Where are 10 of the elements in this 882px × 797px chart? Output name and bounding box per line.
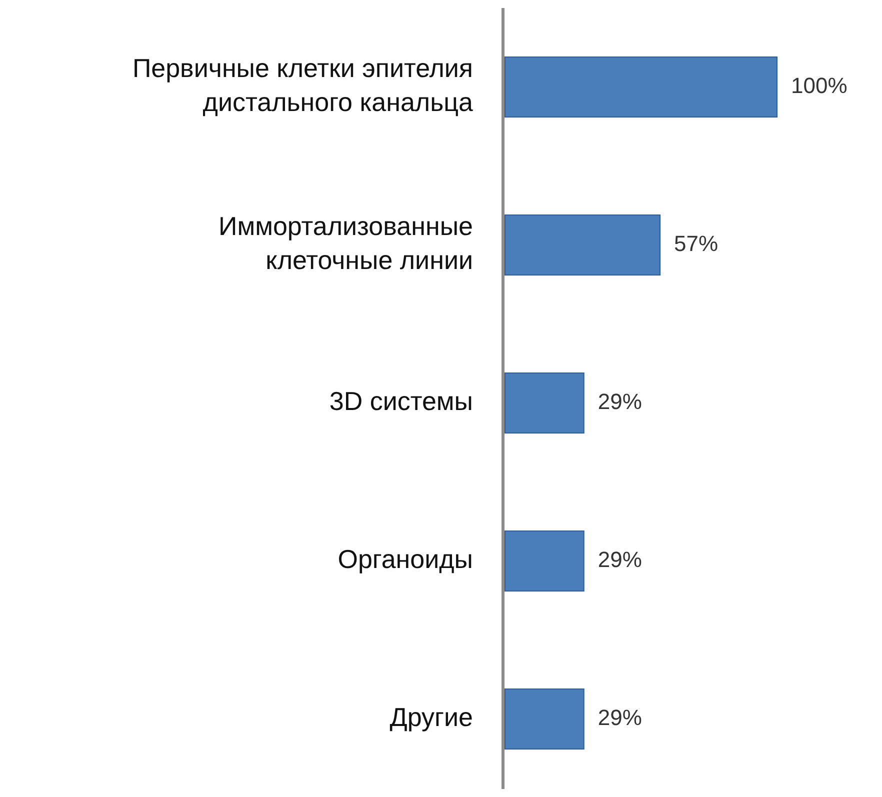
y-tick-label: Первичные клетки эпителия дистального канальца: [132, 52, 474, 117]
y-tick-label: Иммортализованные клеточные линии: [218, 210, 473, 275]
y-tick-label: Другие: [390, 702, 473, 732]
y-tick-label: Органоиды: [338, 544, 473, 574]
y-tick-label: 3D системы: [329, 386, 473, 416]
data-label: 29%: [598, 546, 642, 572]
data-label: 57%: [674, 230, 718, 256]
data-label: 100%: [791, 72, 848, 98]
data-label: 29%: [598, 388, 642, 414]
data-label: 29%: [598, 704, 642, 730]
